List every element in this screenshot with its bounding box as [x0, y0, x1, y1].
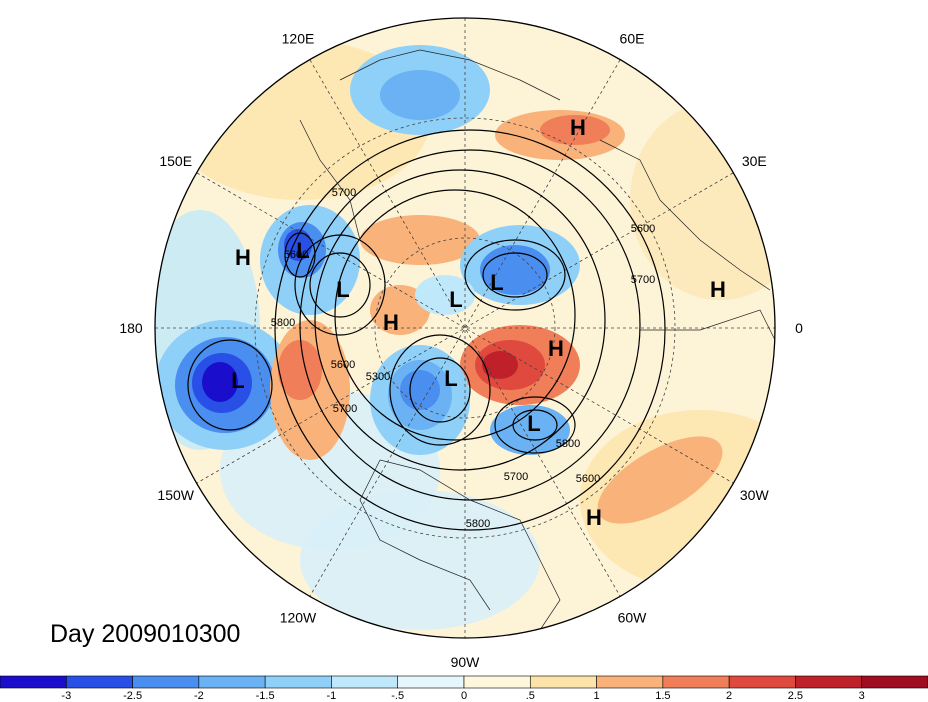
pressure-center-l-11: L [527, 411, 540, 436]
contour-label-11: 5800 [466, 518, 490, 530]
pressure-center-l-7: L [449, 287, 462, 312]
colorbar-box-13 [861, 675, 928, 689]
pressure-center-l-8: L [490, 270, 503, 295]
meridian-lines [155, 18, 775, 638]
lon-label-8: 150W [157, 487, 194, 503]
colorbar-box-2 [132, 675, 200, 689]
contour-label-6: 5700 [332, 187, 356, 199]
colorbar-box-1 [65, 675, 133, 689]
colorbar-box-7 [463, 675, 531, 689]
pressure-center-h-2: H [710, 277, 726, 302]
colorbar-tick-7: .5 [526, 690, 535, 702]
contour-label-0: 5300 [366, 371, 390, 383]
colorbar-tick-5: -.5 [391, 690, 404, 702]
contour-label-9: 5800 [556, 438, 580, 450]
latitude-circles [254, 117, 676, 539]
lon-label-2: 30E [742, 153, 767, 169]
longitude-labels: 90E 60E 30E 0 30W 60W 90W 120W 150W 180 150E 120E [119, 0, 803, 670]
colorbar-tick-12: 3 [859, 690, 865, 702]
lon-label-5: 60W [618, 609, 648, 625]
anomaly-field [155, 18, 775, 638]
colorbar-box-4 [264, 675, 332, 689]
colorbar-box-3 [198, 675, 266, 689]
contour-label-3: 5600 [576, 473, 600, 485]
contour-label-2: 5600 [331, 359, 355, 371]
lon-label-10: 150E [159, 153, 192, 169]
lon-label-11: 120E [282, 31, 315, 47]
colorbar-tick-10: 2 [726, 690, 732, 702]
pressure-center-h-1: H [235, 245, 251, 270]
contour-label-8: 5700 [333, 403, 357, 415]
contour-label-4: 5600 [631, 223, 655, 235]
pressure-center-l-6: L [336, 277, 349, 302]
colorbar-box-6 [397, 675, 465, 689]
colorbar-tick-3: -1.5 [256, 690, 275, 702]
contour-label-1: 5600 [284, 249, 308, 261]
colorbar-box-12 [795, 675, 863, 689]
colorbar-tick-1: -2.5 [123, 690, 142, 702]
lon-label-7: 120W [280, 609, 317, 625]
pressure-center-l-10: L [444, 366, 457, 391]
colorbar-tick-9: 1.5 [655, 690, 670, 702]
pressure-center-h-0: H [570, 115, 586, 140]
lon-label-6: 90W [451, 654, 481, 670]
colorbar-box-9 [596, 675, 664, 689]
height-contours [187, 129, 666, 531]
colorbar-tick-4: -1 [327, 690, 337, 702]
colorbar-tick-2: -2 [194, 690, 204, 702]
colorbar-box-8 [529, 675, 597, 689]
pressure-center-h-3: H [383, 310, 399, 335]
colorbar-tick-6: 0 [461, 690, 467, 702]
coastlines [299, 49, 775, 631]
pressure-center-h-4: H [548, 336, 564, 361]
colorbar-tick-11: 2.5 [788, 690, 803, 702]
contour-label-7: 5700 [631, 274, 655, 286]
contour-label-10: 5800 [271, 317, 295, 329]
pressure-center-l-9: L [231, 368, 244, 393]
day-title: Day 2009010300 [50, 620, 241, 648]
lon-label-1: 60E [620, 31, 645, 47]
lon-label-9: 180 [119, 320, 143, 336]
pressure-centers: H H H H H H L L L L L L L [231, 115, 726, 530]
lon-label-3: 0 [795, 320, 803, 336]
colorbar-box-0 [0, 675, 67, 689]
map-boundary [154, 17, 776, 639]
pressure-center-h-5: H [586, 505, 602, 530]
contour-label-5: 5700 [504, 471, 528, 483]
colorbar-box-11 [728, 675, 796, 689]
colorbar-box-10 [662, 675, 730, 689]
pressure-center-l-12: L [296, 238, 309, 263]
lon-label-4: 30W [740, 487, 770, 503]
colorbar-tick-0: -3 [61, 690, 71, 702]
contour-labels: 5300 5600 5600 5600 5600 5700 5700 5700 5700 5800… [271, 187, 655, 530]
colorbar-tick-8: 1 [594, 690, 600, 702]
colorbar-box-5 [331, 675, 399, 689]
colorbar: -3 -2.5 -2 -1.5 -1 -.5 0 .5 1 1.5 2 2.5 3 [0, 675, 928, 702]
lon-label-0: 90E [453, 0, 478, 2]
polar-map: 90E 60E 30E 0 30W 60W 90W 120W 150W 180 150E 120E 5… [119, 0, 803, 670]
